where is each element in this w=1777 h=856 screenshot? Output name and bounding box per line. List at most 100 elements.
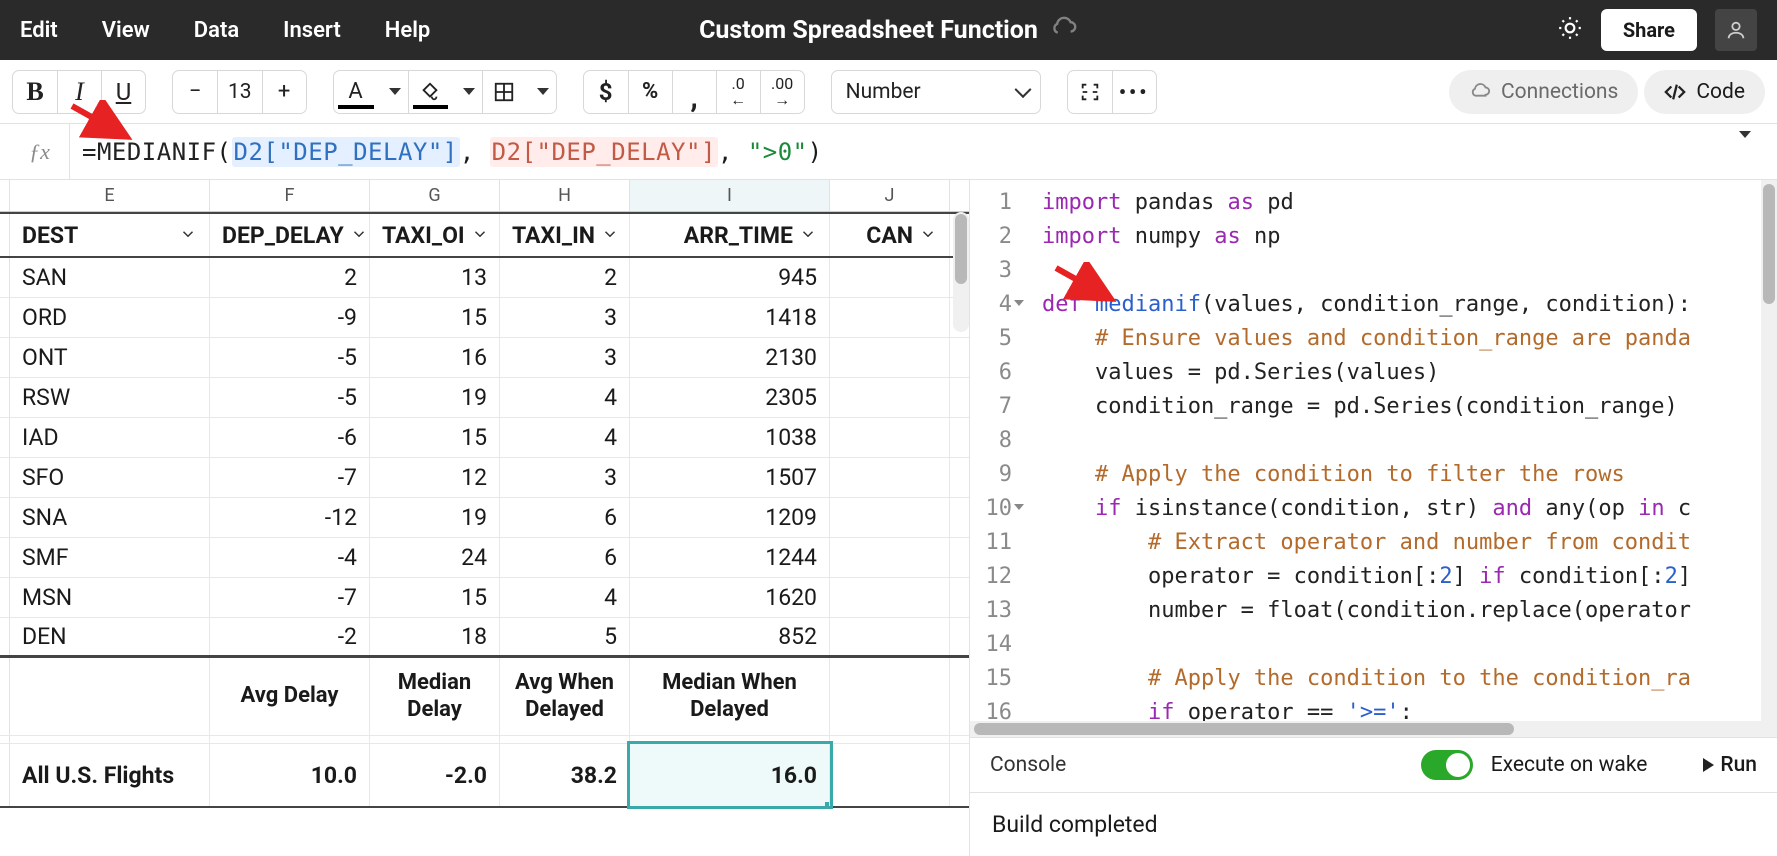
menu-data[interactable]: Data — [194, 18, 239, 43]
table-cell[interactable]: 945 — [630, 258, 830, 297]
column-header[interactable]: E — [10, 180, 210, 211]
table-cell[interactable] — [830, 338, 950, 377]
column-header[interactable]: J — [830, 180, 950, 211]
share-button[interactable]: Share — [1601, 9, 1697, 51]
column-header[interactable]: H — [500, 180, 630, 211]
table-cell[interactable]: 4 — [500, 578, 630, 617]
table-header-cell[interactable]: DEST — [10, 214, 210, 256]
table-cell[interactable]: 4 — [500, 378, 630, 417]
cloud-sync-icon[interactable] — [1050, 14, 1078, 46]
font-size-decrease[interactable]: − — [173, 71, 217, 113]
table-cell[interactable]: 18 — [370, 618, 500, 655]
table-cell[interactable]: 4 — [500, 418, 630, 457]
table-cell[interactable]: -7 — [210, 578, 370, 617]
decrease-decimal-button[interactable]: .0← — [716, 71, 760, 113]
table-cell[interactable]: 1620 — [630, 578, 830, 617]
table-cell[interactable]: 6 — [500, 498, 630, 537]
table-cell[interactable] — [830, 538, 950, 577]
increase-decimal-button[interactable]: .00→ — [760, 71, 804, 113]
connections-button[interactable]: Connections — [1449, 70, 1638, 114]
more-button[interactable]: ••• — [1112, 71, 1156, 113]
table-cell[interactable]: 16 — [370, 338, 500, 377]
table-cell[interactable]: 2 — [210, 258, 370, 297]
table-cell[interactable]: -9 — [210, 298, 370, 337]
currency-format-button[interactable]: $ — [584, 71, 628, 113]
table-cell[interactable]: -5 — [210, 378, 370, 417]
summary-value-cell[interactable]: 38.2 — [500, 744, 630, 806]
table-cell[interactable] — [830, 578, 950, 617]
filter-caret-icon[interactable] — [919, 222, 937, 249]
text-color-dropdown[interactable] — [378, 71, 408, 113]
table-cell[interactable]: 3 — [500, 298, 630, 337]
table-header-cell[interactable]: ARR_TIME — [630, 214, 830, 256]
table-cell[interactable]: 19 — [370, 498, 500, 537]
table-cell[interactable]: SMF — [10, 538, 210, 577]
font-size-value[interactable]: 13 — [217, 71, 262, 113]
table-cell[interactable]: 1418 — [630, 298, 830, 337]
document-title[interactable]: Custom Spreadsheet Function — [699, 16, 1038, 45]
table-cell[interactable]: 13 — [370, 258, 500, 297]
number-format-dropdown[interactable]: Number — [831, 70, 1041, 114]
table-cell[interactable]: SAN — [10, 258, 210, 297]
column-header[interactable]: G — [370, 180, 500, 211]
underline-button[interactable]: U — [101, 71, 145, 113]
summary-value-cell[interactable] — [830, 744, 950, 806]
table-cell[interactable]: 12 — [370, 458, 500, 497]
expand-icon[interactable] — [1068, 71, 1112, 113]
italic-button[interactable]: I — [57, 71, 101, 113]
filter-caret-icon[interactable] — [799, 222, 817, 249]
table-cell[interactable] — [830, 378, 950, 417]
table-cell[interactable]: ONT — [10, 338, 210, 377]
code-vscroll[interactable] — [1761, 180, 1777, 721]
table-cell[interactable] — [830, 458, 950, 497]
font-size-increase[interactable]: + — [262, 71, 306, 113]
table-header-cell[interactable]: CAN — [830, 214, 950, 256]
column-header[interactable]: I — [630, 180, 830, 211]
table-cell[interactable]: 3 — [500, 338, 630, 377]
menu-help[interactable]: Help — [385, 18, 431, 43]
summary-value-cell[interactable]: -2.0 — [370, 744, 500, 806]
summary-value-cell[interactable]: 16.0 — [630, 744, 830, 806]
text-color-button[interactable]: A — [334, 71, 378, 113]
table-cell[interactable]: 15 — [370, 578, 500, 617]
summary-row-label[interactable]: All U.S. Flights — [10, 744, 210, 806]
table-cell[interactable]: IAD — [10, 418, 210, 457]
table-cell[interactable]: -7 — [210, 458, 370, 497]
filter-caret-icon[interactable] — [350, 222, 368, 249]
comma-format-button[interactable]: , — [672, 71, 716, 113]
table-cell[interactable] — [830, 298, 950, 337]
table-cell[interactable]: 3 — [500, 458, 630, 497]
table-cell[interactable]: 1038 — [630, 418, 830, 457]
table-header-cell[interactable]: TAXI_IN — [500, 214, 630, 256]
table-cell[interactable]: 2 — [500, 258, 630, 297]
table-cell[interactable]: 1209 — [630, 498, 830, 537]
table-cell[interactable]: MSN — [10, 578, 210, 617]
table-cell[interactable]: SFO — [10, 458, 210, 497]
table-cell[interactable]: 2130 — [630, 338, 830, 377]
theme-toggle-icon[interactable] — [1557, 15, 1583, 45]
code-toggle-button[interactable]: Code — [1644, 70, 1765, 114]
table-cell[interactable]: -4 — [210, 538, 370, 577]
percent-format-button[interactable]: % — [628, 71, 672, 113]
table-cell[interactable]: RSW — [10, 378, 210, 417]
table-cell[interactable]: -2 — [210, 618, 370, 655]
table-header-cell[interactable]: TAXI_OI — [370, 214, 500, 256]
fill-color-button[interactable] — [408, 71, 452, 113]
fx-icon[interactable]: ƒx — [10, 124, 70, 179]
table-cell[interactable]: ORD — [10, 298, 210, 337]
filter-caret-icon[interactable] — [471, 222, 489, 249]
table-cell[interactable] — [830, 258, 950, 297]
formula-input[interactable]: =MEDIANIF(D2["DEP_DELAY"], D2["DEP_DELAY… — [82, 138, 1707, 166]
menu-edit[interactable]: Edit — [20, 18, 58, 43]
table-cell[interactable]: 6 — [500, 538, 630, 577]
spreadsheet-grid[interactable]: DESTDEP_DELAYTAXI_OITAXI_INARR_TIMECANSA… — [0, 212, 969, 856]
menu-insert[interactable]: Insert — [283, 18, 341, 43]
table-cell[interactable] — [830, 618, 950, 655]
borders-dropdown[interactable] — [526, 71, 556, 113]
code-hscroll[interactable] — [970, 721, 1777, 737]
filter-caret-icon[interactable] — [179, 222, 197, 249]
table-cell[interactable]: 15 — [370, 298, 500, 337]
table-cell[interactable]: 19 — [370, 378, 500, 417]
filter-caret-icon[interactable] — [601, 222, 619, 249]
table-cell[interactable]: 5 — [500, 618, 630, 655]
